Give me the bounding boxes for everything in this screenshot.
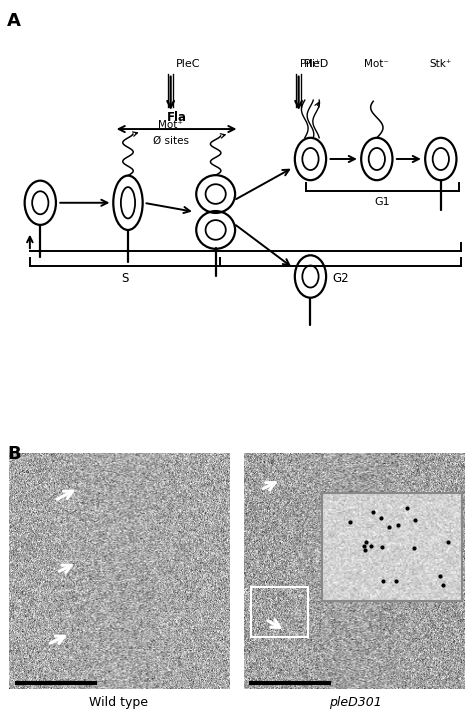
Text: Mot⁻: Mot⁻ bbox=[365, 59, 389, 69]
Text: Mot⁺: Mot⁺ bbox=[158, 120, 183, 130]
Bar bbox=[251, 587, 308, 637]
Text: PleD: PleD bbox=[304, 59, 329, 69]
Text: PleC: PleC bbox=[176, 59, 201, 69]
Text: G1: G1 bbox=[374, 197, 390, 207]
Text: S: S bbox=[121, 272, 129, 285]
Text: Stk⁺: Stk⁺ bbox=[429, 59, 452, 69]
Text: Wild type: Wild type bbox=[89, 696, 148, 709]
Text: B: B bbox=[7, 445, 21, 463]
Text: Pili⁺: Pili⁺ bbox=[300, 59, 321, 69]
Text: A: A bbox=[7, 11, 21, 30]
Text: Fla: Fla bbox=[166, 111, 187, 123]
Bar bbox=[322, 493, 462, 601]
Text: pleD301: pleD301 bbox=[329, 696, 382, 709]
Text: G2: G2 bbox=[332, 272, 349, 285]
Text: Ø sites: Ø sites bbox=[153, 136, 189, 146]
